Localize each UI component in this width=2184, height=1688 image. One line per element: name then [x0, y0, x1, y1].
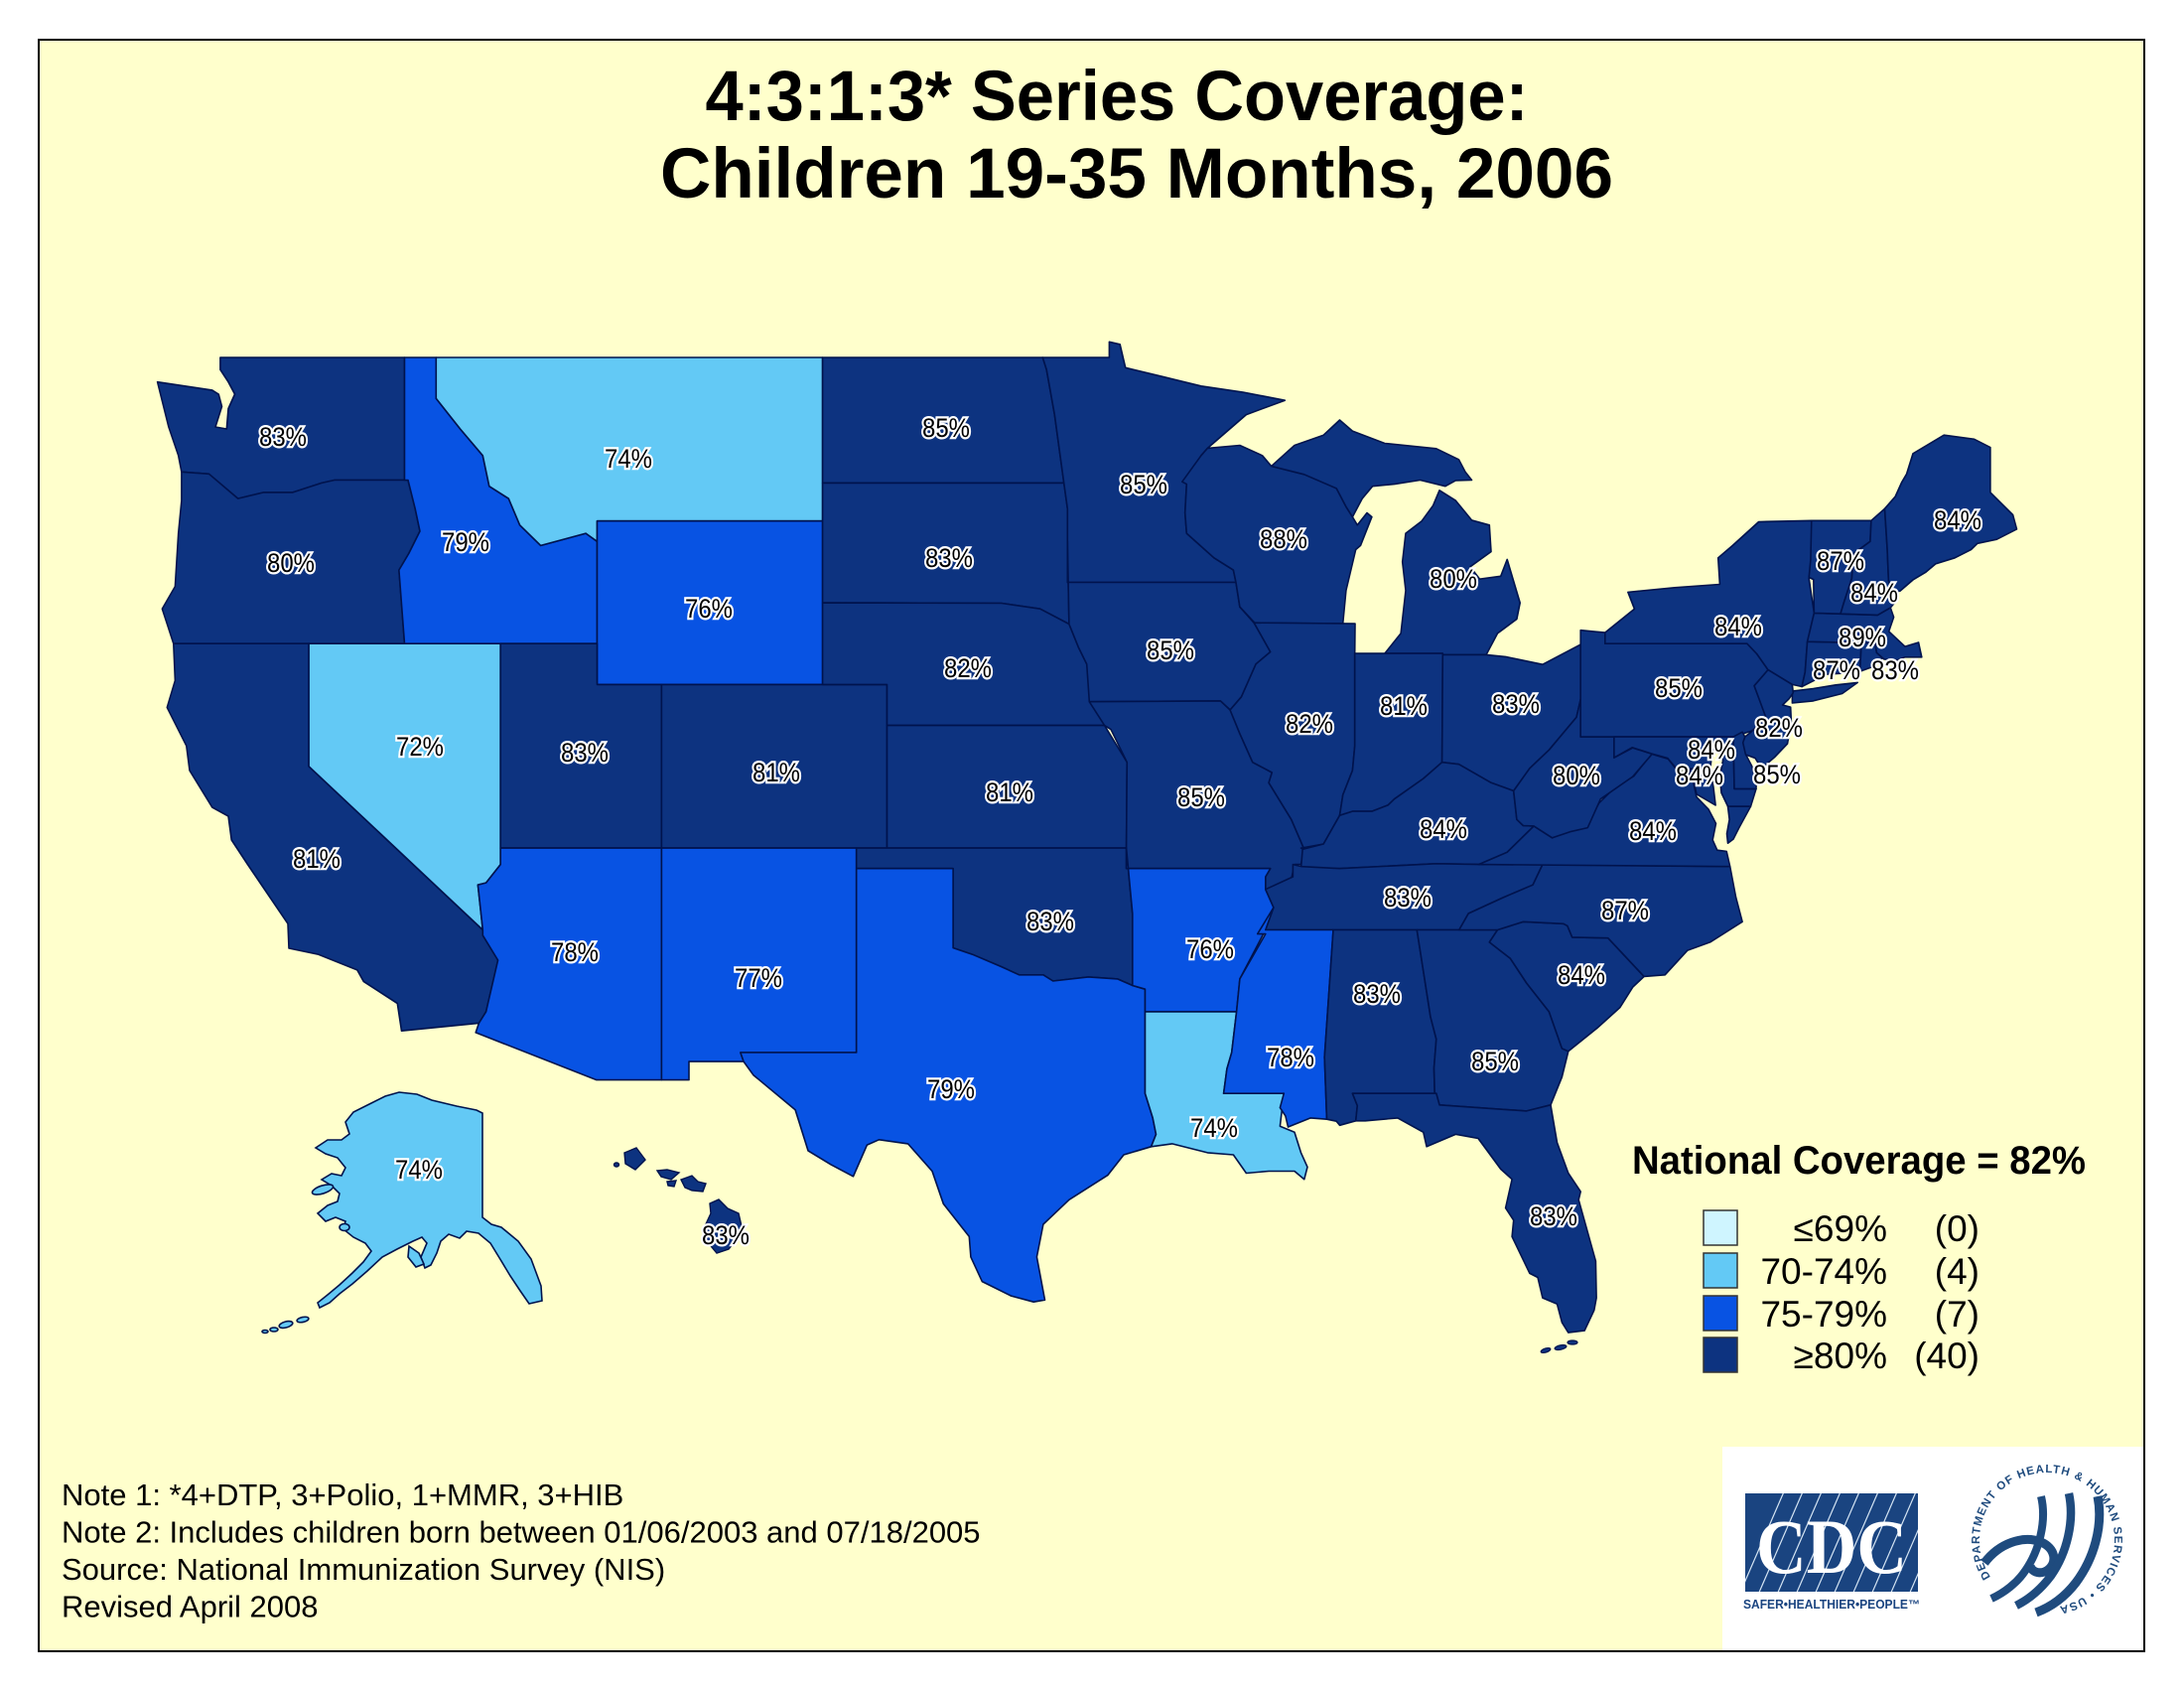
- svg-text:84%: 84%: [1629, 816, 1677, 846]
- svg-text:76%: 76%: [685, 594, 733, 624]
- svg-text:82%: 82%: [1286, 709, 1333, 739]
- svg-text:85%: 85%: [922, 413, 970, 443]
- svg-text:75-79%: 75-79%: [1760, 1294, 1887, 1335]
- svg-text:78%: 78%: [1267, 1043, 1314, 1072]
- svg-text:81%: 81%: [752, 758, 800, 787]
- svg-text:88%: 88%: [1260, 524, 1307, 554]
- svg-text:National Coverage = 82%: National Coverage = 82%: [1632, 1139, 2086, 1183]
- svg-text:(40): (40): [1914, 1336, 1979, 1376]
- svg-text:87%: 87%: [1813, 655, 1860, 685]
- svg-text:84%: 84%: [1934, 505, 1981, 535]
- svg-text:81%: 81%: [986, 777, 1033, 807]
- svg-text:83%: 83%: [259, 422, 307, 452]
- svg-text:≤69%: ≤69%: [1794, 1208, 1887, 1249]
- svg-text:Revised April 2008: Revised April 2008: [62, 1590, 319, 1624]
- svg-text:84%: 84%: [1558, 960, 1605, 990]
- svg-text:83%: 83%: [925, 543, 973, 573]
- svg-text:84%: 84%: [1676, 761, 1723, 790]
- svg-text:82%: 82%: [1755, 713, 1803, 743]
- svg-text:85%: 85%: [1177, 782, 1225, 812]
- svg-text:(0): (0): [1935, 1208, 1979, 1249]
- svg-text:84%: 84%: [1850, 578, 1898, 608]
- svg-text:Note 2: Includes children born: Note 2: Includes children born between 0…: [62, 1515, 981, 1550]
- svg-text:(7): (7): [1935, 1294, 1979, 1335]
- svg-text:87%: 87%: [1601, 896, 1649, 925]
- svg-text:74%: 74%: [605, 444, 652, 474]
- svg-text:80%: 80%: [1430, 564, 1477, 594]
- svg-text:85%: 85%: [1120, 470, 1167, 499]
- svg-text:87%: 87%: [1817, 546, 1864, 576]
- svg-text:85%: 85%: [1655, 673, 1703, 703]
- svg-text:81%: 81%: [1380, 691, 1428, 721]
- svg-text:83%: 83%: [1026, 907, 1074, 936]
- svg-text:4:3:1:3* Series Coverage:: 4:3:1:3* Series Coverage:: [706, 58, 1529, 136]
- svg-text:80%: 80%: [267, 548, 315, 578]
- svg-text:80%: 80%: [1553, 761, 1600, 790]
- svg-text:Children 19-35 Months, 2006: Children 19-35 Months, 2006: [660, 135, 1613, 213]
- svg-text:SAFER•HEALTHIER•PEOPLE™: SAFER•HEALTHIER•PEOPLE™: [1743, 1598, 1920, 1612]
- svg-text:85%: 85%: [1753, 760, 1801, 789]
- svg-text:Note 1: *4+DTP, 3+Polio, 1+MMR: Note 1: *4+DTP, 3+Polio, 1+MMR, 3+HIB: [62, 1477, 623, 1512]
- svg-text:77%: 77%: [735, 963, 782, 993]
- svg-text:≥80%: ≥80%: [1794, 1336, 1887, 1376]
- svg-text:84%: 84%: [1714, 612, 1762, 641]
- svg-text:83%: 83%: [1530, 1201, 1577, 1231]
- svg-text:83%: 83%: [702, 1220, 750, 1250]
- svg-text:70-74%: 70-74%: [1760, 1251, 1887, 1292]
- svg-text:85%: 85%: [1147, 635, 1194, 665]
- svg-text:79%: 79%: [442, 527, 489, 557]
- svg-text:84%: 84%: [1420, 814, 1467, 844]
- svg-text:Source: National Immunization: Source: National Immunization Survey (NI…: [62, 1552, 665, 1587]
- svg-text:81%: 81%: [293, 844, 341, 874]
- svg-text:83%: 83%: [1353, 979, 1401, 1009]
- svg-text:CDC: CDC: [1756, 1503, 1907, 1590]
- svg-text:83%: 83%: [561, 738, 609, 768]
- svg-text:83%: 83%: [1384, 883, 1432, 913]
- svg-text:78%: 78%: [551, 937, 599, 967]
- svg-text:72%: 72%: [396, 732, 444, 762]
- svg-text:84%: 84%: [1688, 735, 1735, 765]
- svg-text:76%: 76%: [1186, 934, 1234, 964]
- svg-text:74%: 74%: [395, 1155, 443, 1185]
- svg-text:79%: 79%: [927, 1074, 975, 1104]
- svg-text:(4): (4): [1935, 1251, 1979, 1292]
- svg-text:85%: 85%: [1471, 1047, 1519, 1076]
- svg-text:74%: 74%: [1190, 1113, 1238, 1143]
- svg-text:83%: 83%: [1871, 655, 1919, 685]
- svg-text:82%: 82%: [944, 653, 992, 683]
- svg-text:89%: 89%: [1839, 623, 1886, 652]
- svg-text:83%: 83%: [1492, 689, 1540, 719]
